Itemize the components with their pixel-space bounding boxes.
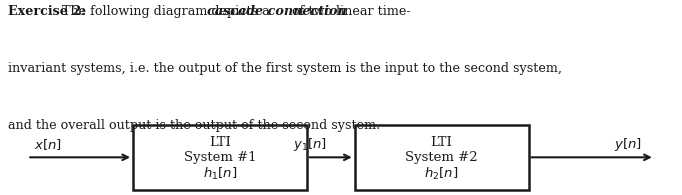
Text: $y[n]$: $y[n]$ (614, 136, 641, 153)
Text: LTI: LTI (209, 136, 231, 149)
Text: System #1: System #1 (183, 151, 256, 164)
Text: LTI: LTI (430, 136, 453, 149)
Text: $y_1[n]$: $y_1[n]$ (293, 136, 327, 153)
Bar (355, 125, 529, 190)
Text: System #2: System #2 (405, 151, 478, 164)
Text: invariant systems, i.e. the output of the first system is the input to the secon: invariant systems, i.e. the output of th… (8, 62, 562, 75)
Text: $h_2[n]$: $h_2[n]$ (424, 166, 459, 182)
Text: and the overall output is the output of the second system.: and the overall output is the output of … (8, 119, 381, 132)
Text: The following diagram depicts a: The following diagram depicts a (58, 5, 273, 18)
Text: of two linear time-: of two linear time- (288, 5, 411, 18)
Bar (133, 125, 307, 190)
Text: $x[n]$: $x[n]$ (34, 137, 61, 152)
Text: $h_1[n]$: $h_1[n]$ (203, 166, 237, 182)
Text: Exercise 2:: Exercise 2: (8, 5, 86, 18)
Text: cascade connection: cascade connection (207, 5, 346, 18)
